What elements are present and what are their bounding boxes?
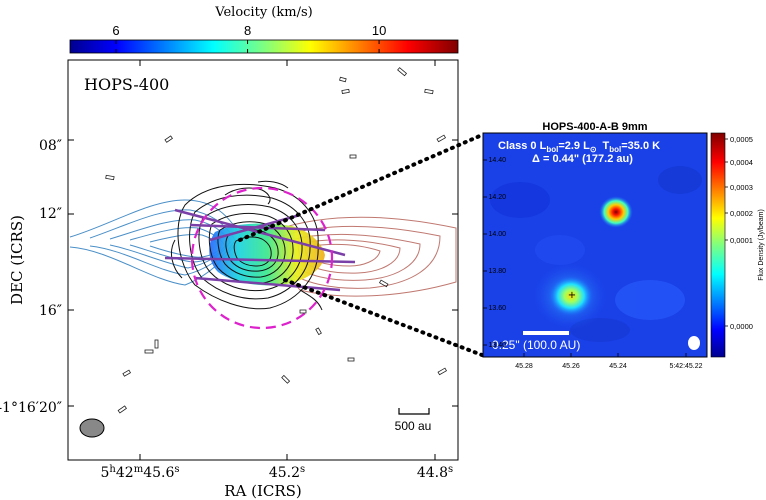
inset-beam bbox=[688, 336, 700, 350]
black-contour bbox=[224, 187, 271, 205]
black-contour bbox=[177, 183, 319, 310]
segment bbox=[122, 369, 132, 377]
segment bbox=[349, 154, 357, 159]
source-a-marker: + bbox=[568, 290, 576, 301]
inset-x-tick-label: 5:42:45.22 bbox=[669, 363, 702, 370]
x-tick-label: 5h42m45.6s bbox=[101, 464, 180, 481]
flux-colorbar bbox=[710, 132, 726, 358]
inset-x-tick-label: 45.28 bbox=[515, 363, 533, 370]
y-axis-label: DEC (ICRS) bbox=[8, 215, 26, 305]
inset-x-tick-label: 45.24 bbox=[609, 363, 627, 370]
segment bbox=[437, 367, 448, 376]
segment bbox=[347, 357, 355, 362]
black-contour bbox=[198, 204, 303, 292]
flux-tick-label: 0,0004 bbox=[730, 158, 753, 167]
black-contours bbox=[171, 180, 323, 311]
segment bbox=[341, 88, 350, 94]
black-contour bbox=[233, 236, 272, 267]
flux-tick-label: 0,0003 bbox=[730, 183, 753, 192]
black-contour bbox=[208, 212, 294, 284]
inset-y-tick-label: 14.20 bbox=[488, 194, 506, 201]
inset-map-frame bbox=[482, 132, 708, 358]
segment bbox=[299, 309, 307, 314]
x-axis-label: RA (ICRS) bbox=[224, 482, 302, 500]
segment bbox=[315, 327, 322, 336]
velocity-tick-label: 6 bbox=[112, 23, 119, 38]
field-segments bbox=[105, 67, 448, 414]
main-scale-bar bbox=[398, 408, 430, 415]
velocity-colorbar-label: Velocity (km/s) bbox=[214, 5, 312, 20]
zoom-connector-bottom bbox=[283, 278, 484, 357]
outflow-axis bbox=[164, 256, 356, 264]
black-contour bbox=[171, 239, 183, 279]
y-tick-label: 08″ bbox=[39, 138, 62, 154]
segment bbox=[164, 135, 173, 143]
inset-x-ticks: 45.28 45.26 45.24 5:42:45.22 bbox=[515, 353, 703, 370]
inset-x-tick-label: 45.26 bbox=[562, 363, 580, 370]
flux-colorbar-label: Flux Density (Jy/beam) bbox=[758, 209, 765, 281]
zoom-connectors bbox=[238, 133, 484, 357]
main-scale-bar-label: 500 au bbox=[395, 419, 432, 433]
black-contour bbox=[189, 194, 311, 300]
inset-scale-bar bbox=[523, 331, 569, 335]
segment bbox=[105, 174, 115, 181]
black-contour bbox=[217, 221, 286, 278]
inset-y-tick-label: 13.60 bbox=[488, 305, 506, 312]
inset-y-tick-label: 13.40 bbox=[488, 342, 506, 349]
inset-title: HOPS-400-A-B 9mm bbox=[542, 121, 647, 133]
segment bbox=[144, 349, 154, 354]
inset-y-ticks: 13.40 13.60 13.80 14.00 14.20 14.40 bbox=[483, 157, 506, 349]
segment bbox=[378, 279, 389, 288]
zoom-connector-top bbox=[238, 133, 484, 242]
segment bbox=[339, 76, 347, 83]
inset-y-tick-label: 14.00 bbox=[488, 231, 506, 238]
segment bbox=[281, 374, 291, 384]
inset-separation-annotation: Δ = 0.44" (177.2 au) bbox=[532, 153, 633, 165]
segment bbox=[117, 405, 127, 414]
segment bbox=[424, 88, 434, 95]
x-tick-label: 44.8s bbox=[417, 464, 453, 481]
black-contour bbox=[257, 180, 289, 189]
inset-class-annotation: Class 0 Lbol=2.9 L⊙ Tbol=35.0 K bbox=[498, 140, 660, 154]
main-axis-ticks bbox=[68, 60, 458, 460]
primary-beam-circle bbox=[190, 186, 334, 330]
flux-tick-label: 0,0001 bbox=[730, 236, 753, 245]
velocity-tick-label: 8 bbox=[244, 23, 251, 38]
velocity-tick-labels: 6 8 10 bbox=[112, 23, 386, 38]
inset-scale-bar-label: 0.25" (100.0 AU) bbox=[492, 338, 580, 352]
y-tick-label: 16″ bbox=[39, 303, 62, 319]
y-tick-label: 12″ bbox=[39, 206, 62, 222]
black-contour bbox=[299, 289, 323, 311]
velocity-colorbar bbox=[69, 39, 459, 54]
inset-y-tick-label: 13.80 bbox=[488, 268, 506, 275]
flux-tick-label: 0,0005 bbox=[730, 135, 753, 144]
segment bbox=[397, 67, 408, 77]
y-tick-label: -1°16′20″ bbox=[0, 400, 62, 416]
segment bbox=[154, 339, 159, 349]
flux-colorbar-ticks: 0,0005 0,0004 0,0003 0,0002 0,0001 0,0000 bbox=[725, 135, 753, 331]
outflow-axis bbox=[194, 276, 341, 292]
main-panel-title: HOPS-400 bbox=[84, 75, 169, 94]
velocity-tick-label: 10 bbox=[372, 23, 386, 38]
x-tick-label: 45.2s bbox=[269, 464, 305, 481]
inset-y-tick-label: 14.40 bbox=[488, 157, 506, 164]
source-b bbox=[599, 196, 633, 228]
velocity-colorbar-ticks bbox=[115, 40, 380, 53]
flux-tick-label: 0,0002 bbox=[730, 209, 753, 218]
beam-ellipse bbox=[79, 418, 105, 438]
flux-tick-label: 0,0000 bbox=[730, 322, 753, 331]
source-a bbox=[549, 276, 593, 316]
segment bbox=[436, 134, 447, 143]
inset-noise bbox=[490, 166, 702, 342]
